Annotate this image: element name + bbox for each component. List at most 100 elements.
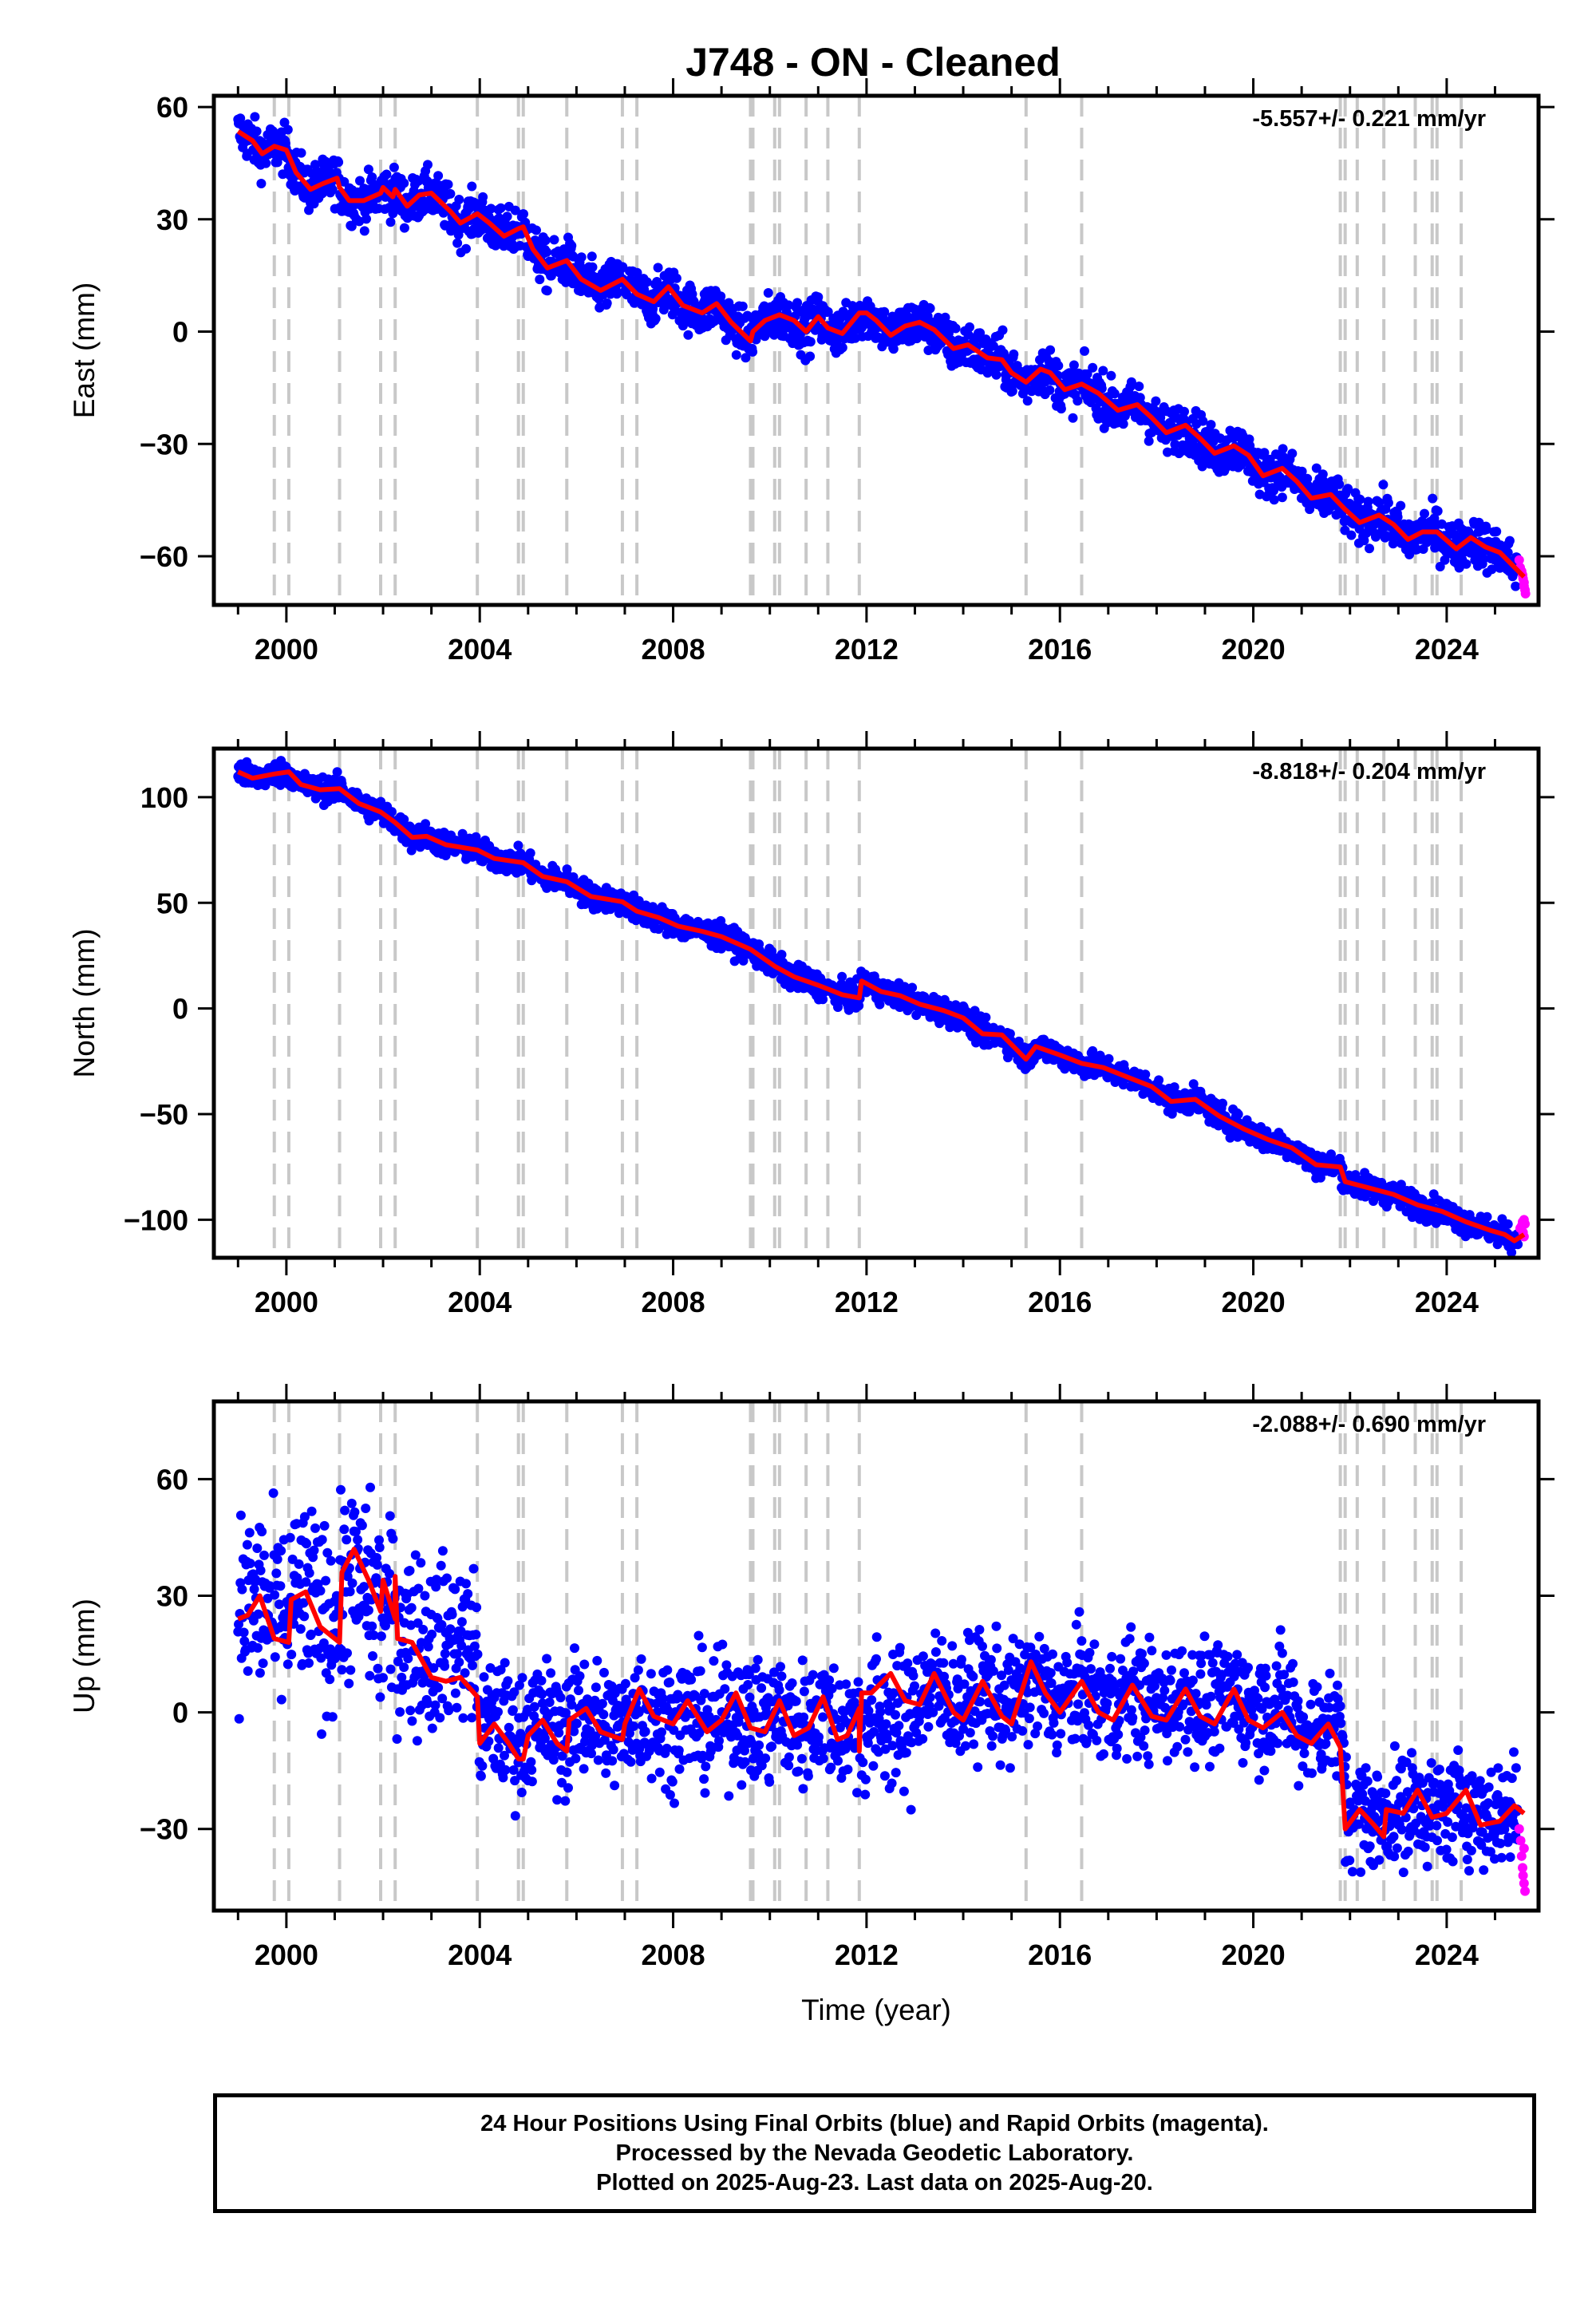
data-point (373, 1663, 383, 1674)
data-point (306, 1629, 316, 1639)
data-point (738, 955, 749, 966)
data-point (345, 1587, 355, 1597)
data-point (249, 1584, 259, 1595)
data-point (576, 252, 587, 263)
data-point (355, 176, 365, 186)
rapid-point (1520, 588, 1531, 599)
data-point (1277, 492, 1287, 503)
data-point (671, 273, 681, 283)
data-point (347, 1578, 358, 1588)
data-point (372, 1552, 381, 1563)
data-point (923, 346, 934, 355)
data-point (1068, 413, 1078, 423)
data-point (823, 306, 833, 317)
data-point (1170, 439, 1180, 449)
data-point (1073, 396, 1083, 406)
data-point (1088, 1045, 1098, 1056)
x-tick-label: 2008 (642, 1286, 705, 1318)
data-point (399, 178, 409, 188)
data-point (276, 1546, 286, 1556)
data-point (258, 1658, 268, 1669)
y-tick-label: 60 (156, 91, 188, 124)
data-point (374, 1535, 384, 1545)
data-point (1346, 530, 1357, 540)
data-point (363, 1605, 373, 1615)
data-point (1461, 559, 1472, 569)
data-point (405, 1566, 415, 1575)
data-point (350, 1507, 360, 1517)
rapid-point (1519, 577, 1529, 587)
data-point (648, 304, 658, 314)
data-point (1098, 366, 1108, 376)
data-point (395, 1707, 405, 1717)
data-point (399, 1662, 409, 1673)
data-point (907, 982, 918, 993)
data-point (242, 1539, 252, 1550)
model-fit-line (236, 129, 1526, 579)
data-point (326, 1555, 336, 1566)
data-point (271, 1568, 282, 1579)
plot-frame (211, 93, 1541, 607)
data-point (531, 225, 541, 235)
data-point (1363, 496, 1373, 507)
data-point (365, 1670, 375, 1681)
data-point (1106, 370, 1116, 381)
data-point (784, 300, 794, 310)
y-tick-label: 100 (140, 781, 188, 814)
data-point (286, 1650, 297, 1660)
data-point (388, 1534, 398, 1544)
data-point (378, 1673, 388, 1683)
data-point (457, 828, 468, 839)
y-tick-label: 50 (156, 887, 188, 919)
data-point (317, 1535, 327, 1545)
data-point (496, 203, 506, 213)
data-point (1109, 389, 1120, 399)
x-tick-label: 2000 (255, 633, 318, 666)
data-point (737, 301, 748, 311)
data-point (257, 1527, 267, 1537)
data-point (899, 982, 910, 992)
data-point (654, 924, 664, 935)
data-point (346, 221, 357, 231)
data-point (385, 1568, 394, 1579)
data-point (376, 1631, 386, 1642)
data-point (336, 1484, 346, 1495)
data-point (940, 312, 950, 322)
data-point (239, 1627, 249, 1638)
data-point (371, 1573, 381, 1583)
data-point (1022, 396, 1033, 406)
data-point (255, 1668, 265, 1678)
data-point (270, 1652, 280, 1662)
data-point (256, 179, 267, 188)
data-point (406, 1603, 417, 1613)
data-point (389, 162, 399, 172)
data-point (253, 1609, 263, 1619)
x-tick-label: 2008 (642, 633, 705, 666)
data-point (618, 262, 628, 272)
data-point (991, 370, 1001, 380)
data-point (272, 1554, 282, 1564)
data-point (950, 323, 961, 334)
data-point (310, 1523, 320, 1533)
data-point (486, 204, 496, 214)
data-point (478, 192, 488, 202)
data-point (1151, 396, 1161, 406)
y-tick-label: −60 (140, 540, 188, 573)
data-point (278, 169, 288, 180)
data-point (650, 314, 661, 324)
data-point (1487, 564, 1497, 575)
data-point (567, 240, 577, 251)
data-point (1287, 449, 1298, 459)
data-point (1045, 385, 1055, 395)
data-point (1365, 543, 1374, 554)
data-point (1179, 406, 1189, 417)
data-point (255, 1565, 266, 1575)
x-tick-label: 2012 (835, 1286, 899, 1318)
data-point (452, 238, 463, 248)
data-point (1053, 361, 1064, 371)
data-point (925, 303, 935, 314)
data-point (234, 1713, 244, 1724)
data-point (342, 1648, 352, 1658)
data-point (423, 160, 433, 170)
data-point (653, 263, 663, 273)
